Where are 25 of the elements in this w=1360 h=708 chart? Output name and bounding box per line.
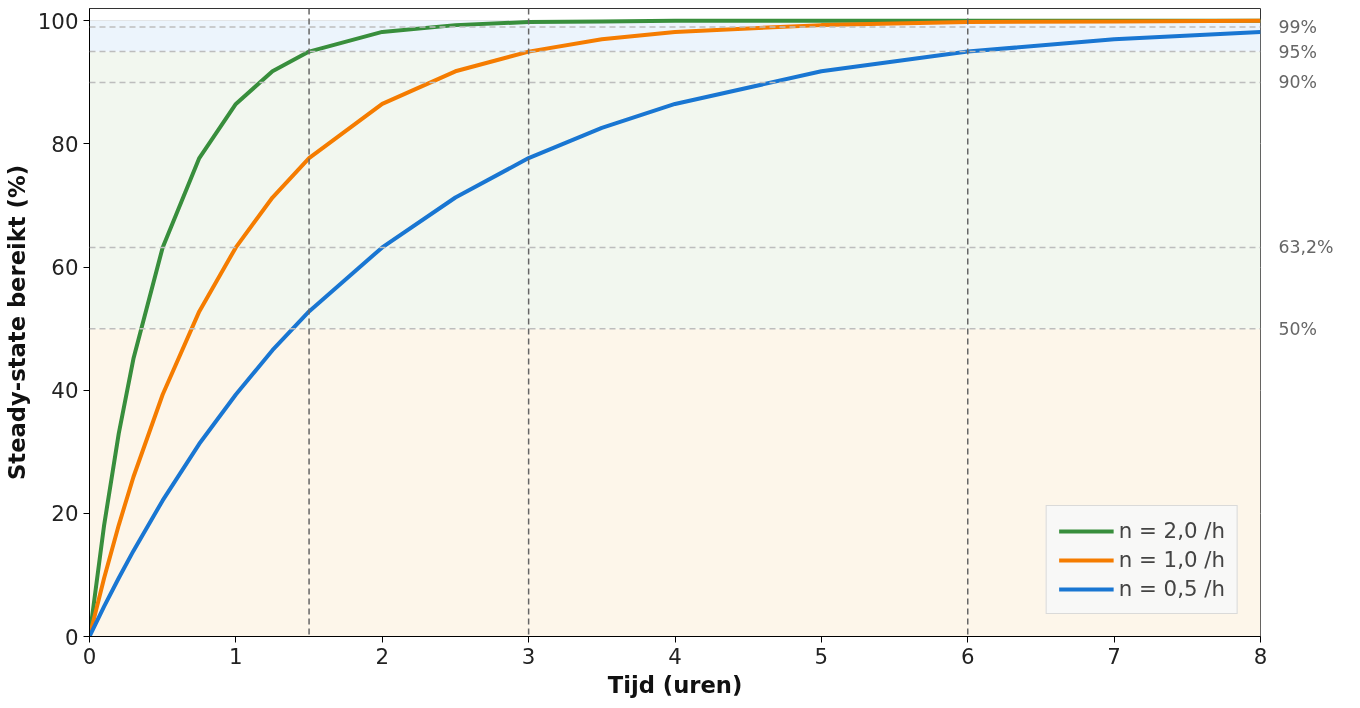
legend-label: n = 2,0 /h <box>1118 518 1225 543</box>
y-tick-label: 80 <box>51 131 79 157</box>
x-tick-label: 2 <box>375 643 390 669</box>
ref-line-label: 99% <box>1278 16 1318 37</box>
y-tick-label: 40 <box>51 378 79 404</box>
x-tick-label: 3 <box>521 643 536 669</box>
y-tick-label: 60 <box>51 255 79 281</box>
legend-label: n = 1,0 /h <box>1118 547 1225 572</box>
y-axis-title: Steady-state bereikt (%) <box>3 165 30 480</box>
x-tick-label: 7 <box>1107 643 1121 669</box>
y-tick-label: 20 <box>51 501 79 527</box>
x-tick-label: 4 <box>668 643 682 669</box>
ref-line-label: 50% <box>1278 318 1318 339</box>
x-tick-label: 6 <box>960 643 975 669</box>
x-tick-label: 1 <box>229 643 243 669</box>
ref-line-label: 63,2% <box>1278 237 1334 258</box>
ref-line-label: 90% <box>1278 72 1318 93</box>
x-axis-title: Tijd (uren) <box>607 671 743 698</box>
legend-label: n = 0,5 /h <box>1118 576 1225 601</box>
y-tick-label: 0 <box>64 624 79 650</box>
x-tick-label: 5 <box>814 643 829 669</box>
ref-line-label: 95% <box>1278 41 1318 62</box>
y-tick-label: 100 <box>37 8 79 34</box>
x-tick-label: 8 <box>1253 643 1268 669</box>
x-tick-label: 0 <box>82 643 97 669</box>
